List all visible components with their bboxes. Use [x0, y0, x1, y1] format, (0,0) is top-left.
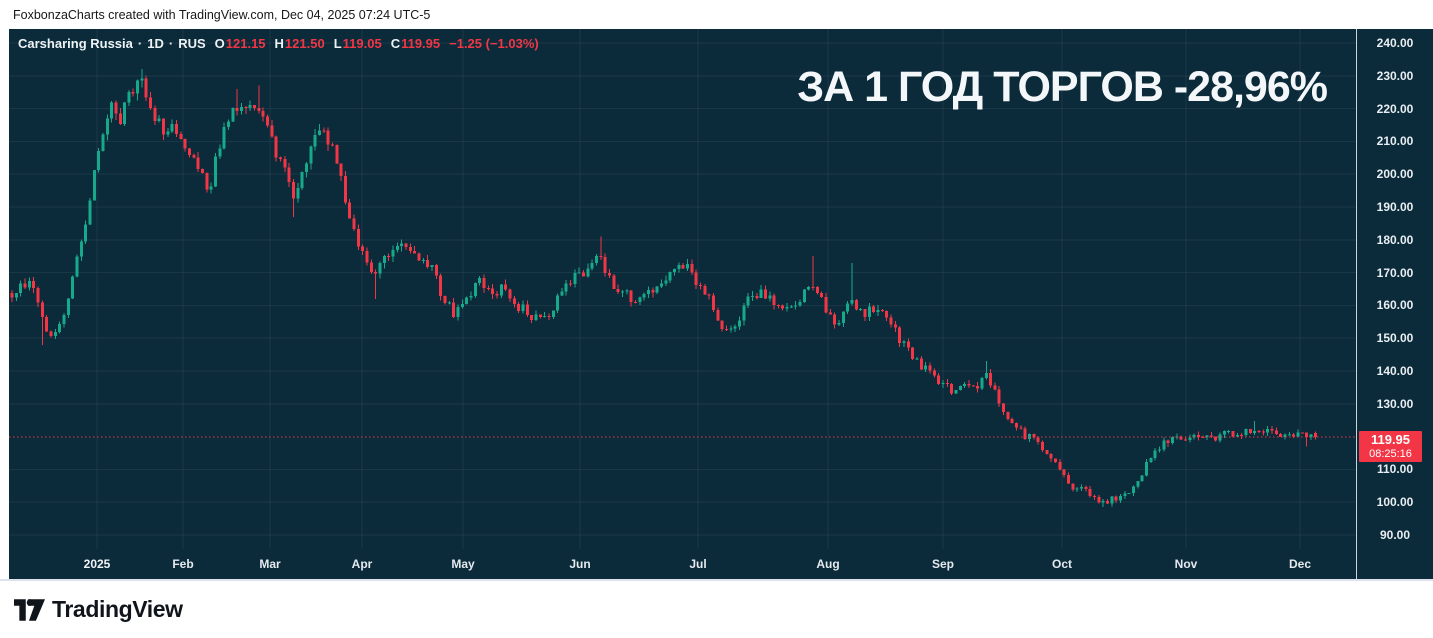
high-value: 121.50: [284, 36, 325, 51]
low-label: L: [333, 36, 342, 51]
price-tick: 230.00: [1376, 68, 1414, 83]
price-tick: 100.00: [1376, 495, 1414, 510]
price-tick: 180.00: [1376, 232, 1414, 247]
change-value: −1.25 (−1.03%): [449, 36, 539, 51]
left-gutter: [0, 29, 9, 579]
footer-bar: TradingView: [0, 581, 1433, 638]
gridlines: [9, 29, 1356, 549]
time-label: 2025: [83, 557, 111, 571]
tradingview-logo-icon: [14, 598, 45, 621]
time-label: Feb: [172, 557, 194, 571]
interval-label[interactable]: 1D: [147, 36, 164, 51]
legend-separator: ·: [168, 36, 174, 51]
time-label: Sep: [931, 557, 954, 571]
countdown-timer: 08:25:16: [1369, 447, 1412, 460]
low-value: 119.05: [342, 36, 382, 51]
chart-legend[interactable]: Carsharing Russia · 1D · RUS O121.15 H12…: [18, 35, 539, 53]
close-label: C: [390, 36, 401, 51]
price-tick: 240.00: [1376, 36, 1414, 50]
attribution-bar: FoxbonzaCharts created with TradingView.…: [0, 0, 1433, 29]
time-label: Apr: [351, 557, 373, 571]
ticker-label[interactable]: RUS: [178, 36, 206, 51]
ohlc-high: H121.50: [275, 35, 325, 53]
price-tick: 190.00: [1376, 200, 1414, 214]
ohlc-open: O121.15: [215, 35, 266, 53]
time-label: Dec: [1288, 557, 1311, 571]
time-label: Mar: [259, 557, 281, 571]
symbol-name[interactable]: Carsharing Russia: [18, 36, 133, 51]
time-label: Oct: [1051, 557, 1072, 571]
time-label: May: [451, 557, 475, 571]
tradingview-logo-text: TradingView: [52, 596, 183, 622]
close-value: 119.95: [401, 36, 441, 51]
current-price-value: 119.95: [1370, 431, 1411, 447]
price-tick: 110.00: [1376, 462, 1414, 477]
price-tick: 90.00: [1379, 528, 1411, 542]
ohlc-close: C119.95: [391, 35, 440, 53]
open-label: O: [214, 36, 225, 51]
high-label: H: [274, 36, 284, 51]
time-label: Jun: [569, 557, 591, 571]
price-tick: 130.00: [1376, 396, 1414, 411]
candlestick-chart[interactable]: [0, 29, 1356, 579]
price-tick: 200.00: [1376, 167, 1414, 182]
attribution-text: FoxbonzaCharts created with TradingView.…: [13, 7, 431, 22]
time-axis[interactable]: 2025 Feb Mar Apr May Jun Jul Aug Sep Oct Nov Dec: [0, 556, 1356, 572]
price-tick: 140.00: [1376, 364, 1414, 378]
price-axis[interactable]: 240.00 230.00 220.00 210.00 200.00 190.00 180.…: [1356, 29, 1433, 579]
ohlc-low: L119.05: [334, 35, 382, 53]
price-tick: 150.00: [1376, 331, 1414, 346]
chart-panel[interactable]: Carsharing Russia · 1D · RUS O121.15 H12…: [0, 29, 1433, 581]
time-label: Nov: [1174, 557, 1198, 571]
tradingview-logo[interactable]: TradingView: [14, 596, 183, 623]
price-tick: 220.00: [1376, 101, 1414, 116]
legend-separator: ·: [137, 36, 143, 51]
price-tick: 170.00: [1376, 265, 1414, 280]
open-value: 121.15: [225, 36, 266, 51]
price-tick: 210.00: [1376, 134, 1414, 149]
current-price-label: 119.95 08:25:16: [1359, 430, 1422, 462]
time-label: Jul: [689, 557, 707, 571]
candles[interactable]: [10, 69, 1317, 508]
annotation-title: ЗА 1 ГОД ТОРГОВ -28,96%: [797, 63, 1328, 111]
time-label: Aug: [816, 557, 840, 571]
price-tick: 160.00: [1376, 298, 1414, 313]
